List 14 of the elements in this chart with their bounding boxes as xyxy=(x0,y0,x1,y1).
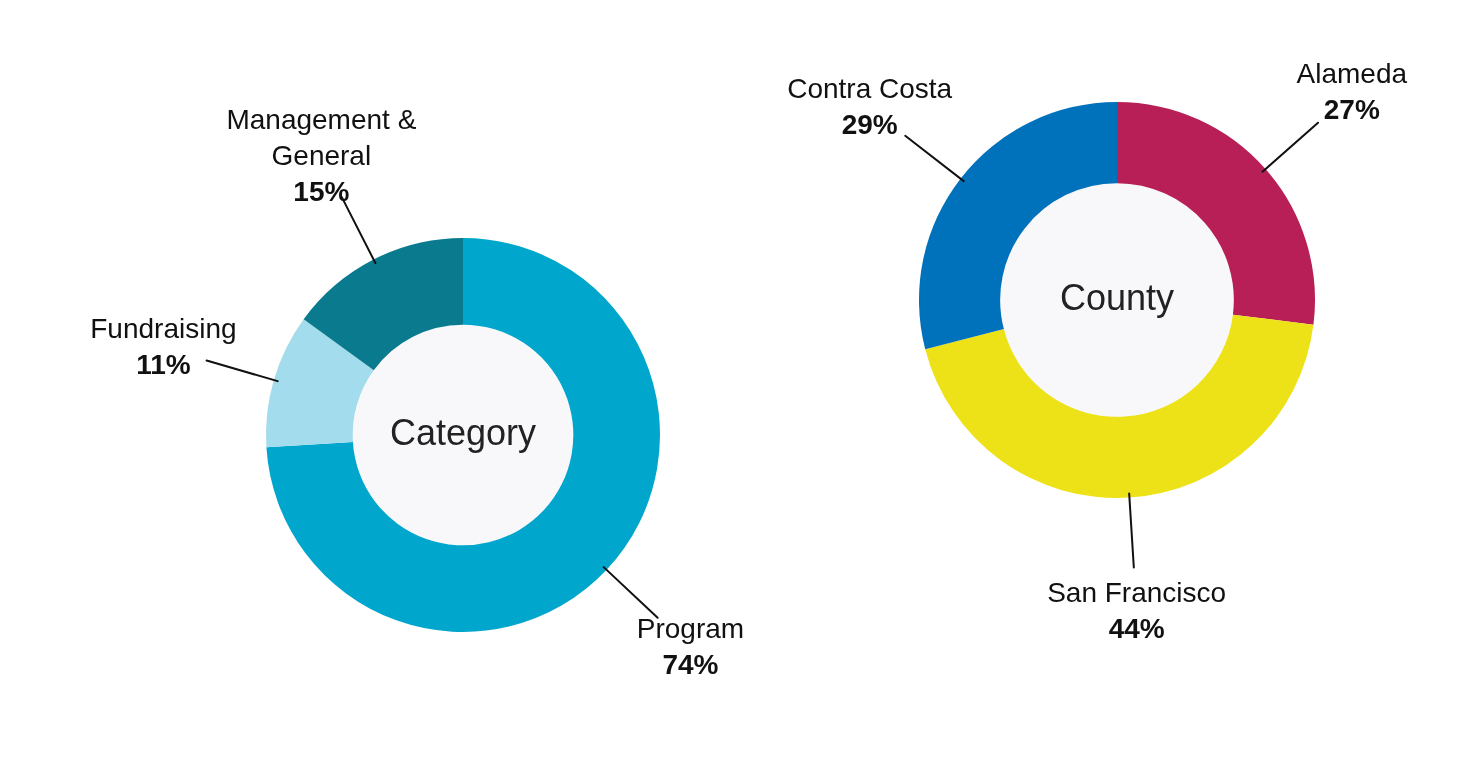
data-label: 11% xyxy=(136,348,191,380)
slice-label: Fundraising xyxy=(90,312,237,344)
data-label: 74% xyxy=(662,649,719,681)
slice-label: San Francisco xyxy=(1047,577,1227,609)
slice-label: Alameda xyxy=(1296,57,1408,89)
data-label: 27% xyxy=(1323,93,1380,125)
data-label: 44% xyxy=(1108,613,1165,645)
slice-label: Contra Costa xyxy=(787,72,953,104)
text: County xyxy=(1059,276,1175,318)
slice-label: Program xyxy=(636,613,745,645)
data-label: 15% xyxy=(293,175,350,207)
slice-label: Management & General xyxy=(226,103,417,171)
data-label: 29% xyxy=(841,108,898,140)
text: Category xyxy=(389,411,537,453)
